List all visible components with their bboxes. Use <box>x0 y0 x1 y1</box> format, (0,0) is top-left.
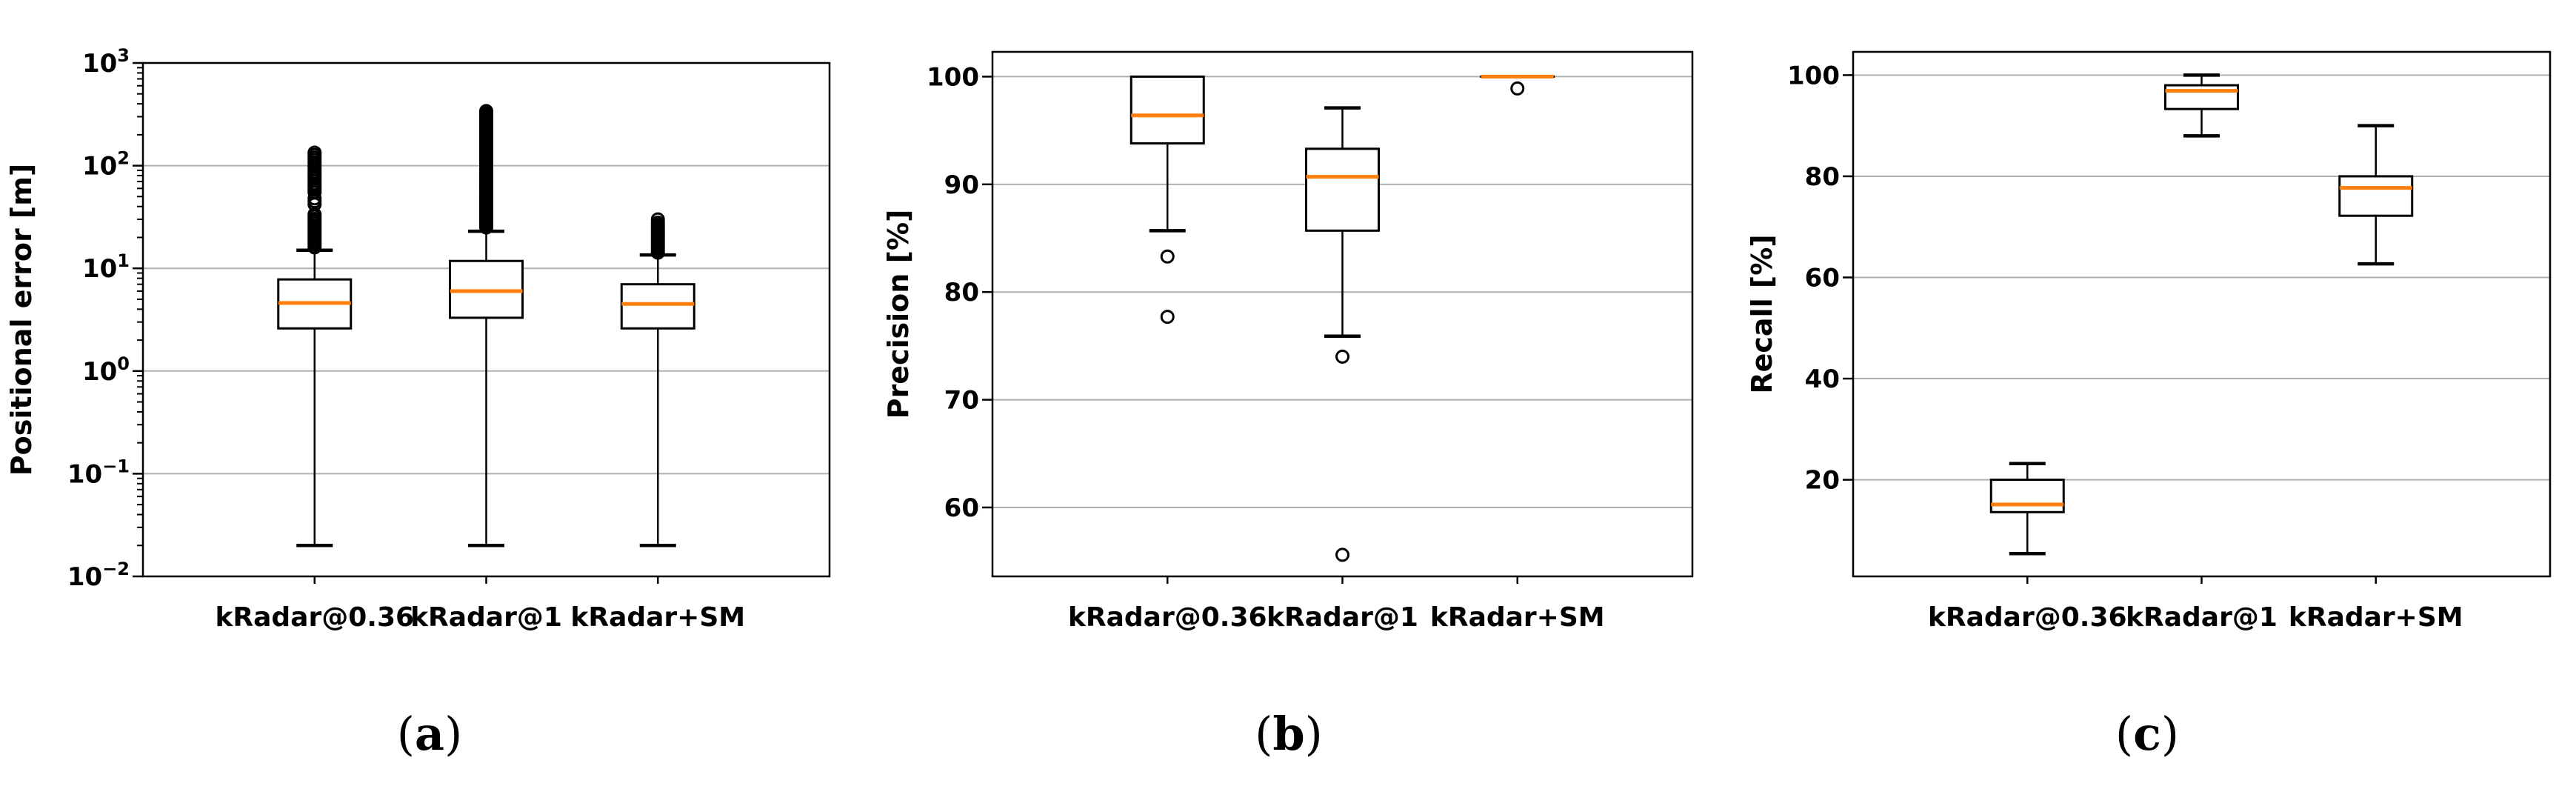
y-tick-label: 10−1 <box>67 456 130 489</box>
box-kRadar+SM <box>620 212 695 547</box>
panel-caption: (a) <box>397 707 463 761</box>
box-kRadar@0.36 <box>1129 75 1205 324</box>
y-tick-label: 103 <box>82 45 130 79</box>
x-tick-label-1: kRadar@0.36 <box>215 602 414 633</box>
x-tick-label-2: kRadar@1 <box>1267 602 1418 633</box>
outlier-point <box>650 212 665 227</box>
y-tick-label: 100 <box>1787 61 1840 90</box>
y-tick-label: 100 <box>927 62 979 92</box>
y-tick-label: 20 <box>1805 466 1840 496</box>
box-kRadar@1 <box>1305 106 1380 562</box>
y-tick-label: 60 <box>944 493 979 523</box>
outlier-point <box>1160 249 1175 264</box>
boxes <box>277 104 695 547</box>
y-tick-label: 60 <box>1805 264 1840 293</box>
y-tick-label: 40 <box>1805 364 1840 394</box>
panel-caption: (b) <box>1255 707 1323 761</box>
box-kRadar@1 <box>2164 73 2239 138</box>
outlier-point <box>307 207 322 222</box>
y-axis-label: Positional error [m] <box>5 164 38 476</box>
y-tick-label: 101 <box>82 250 130 284</box>
x-tick-label-3: kRadar+SM <box>2289 602 2463 633</box>
x-tick-label-3: kRadar+SM <box>1430 602 1605 633</box>
boxes <box>1989 73 2414 556</box>
boxplot-precision: 100 90 80 70 60 kRadar@0.36 kRadar@1 kRadar+SM P… <box>882 50 1694 761</box>
box-kRadar+SM <box>1480 74 1555 96</box>
x-tick-label-1: kRadar@0.36 <box>1068 602 1267 633</box>
y-tick-label: 10−2 <box>67 559 130 592</box>
box-kRadar@0.36 <box>1989 462 2065 556</box>
x-tick-label-3: kRadar+SM <box>570 602 745 633</box>
box-kRadar@0.36 <box>277 145 353 547</box>
y-axis-ticks: 100 80 60 40 20 <box>1787 61 1853 496</box>
y-axis-label: Precision [%] <box>882 210 915 419</box>
x-tick-label-2: kRadar@1 <box>2126 602 2278 633</box>
x-tick-label-1: kRadar@0.36 <box>1928 602 2127 633</box>
outlier-point <box>1335 547 1349 562</box>
x-tick-label-2: kRadar@1 <box>410 602 562 633</box>
y-tick-label: 90 <box>944 170 979 200</box>
y-axis-ticks: 100 90 80 70 60 <box>927 62 992 523</box>
outlier-point <box>1335 349 1349 364</box>
panel-positional-error: 103 102 101 100 10−1 10−2 kRadar@0.36 kRadar@1 k… <box>0 0 859 789</box>
box-kRadar@1 <box>449 104 524 547</box>
outlier-point <box>307 145 322 160</box>
box-kRadar+SM <box>2338 124 2414 266</box>
y-minor-ticks <box>137 67 143 547</box>
panel-recall: 100 80 60 40 20 kRadar@0.36 kRadar@1 kRadar+SM R… <box>1718 0 2576 789</box>
plot-area <box>1853 52 2550 576</box>
y-axis-label: Recall [%] <box>1746 234 1778 393</box>
y-tick-label: 102 <box>82 148 130 182</box>
y-tick-label: 80 <box>944 278 979 307</box>
boxes <box>1129 74 1555 562</box>
outlier-point <box>479 104 493 119</box>
y-tick-label: 80 <box>1805 162 1840 192</box>
y-tick-label: 70 <box>944 386 979 416</box>
y-tick-label: 100 <box>82 353 130 387</box>
outlier-point <box>1160 310 1175 324</box>
y-axis-ticks: 103 102 101 100 10−1 10−2 <box>67 45 143 592</box>
panel-caption: (c) <box>2115 707 2179 761</box>
panel-precision: 100 90 80 70 60 kRadar@0.36 kRadar@1 kRadar+SM P… <box>859 0 1718 789</box>
outlier-point <box>1510 81 1525 96</box>
